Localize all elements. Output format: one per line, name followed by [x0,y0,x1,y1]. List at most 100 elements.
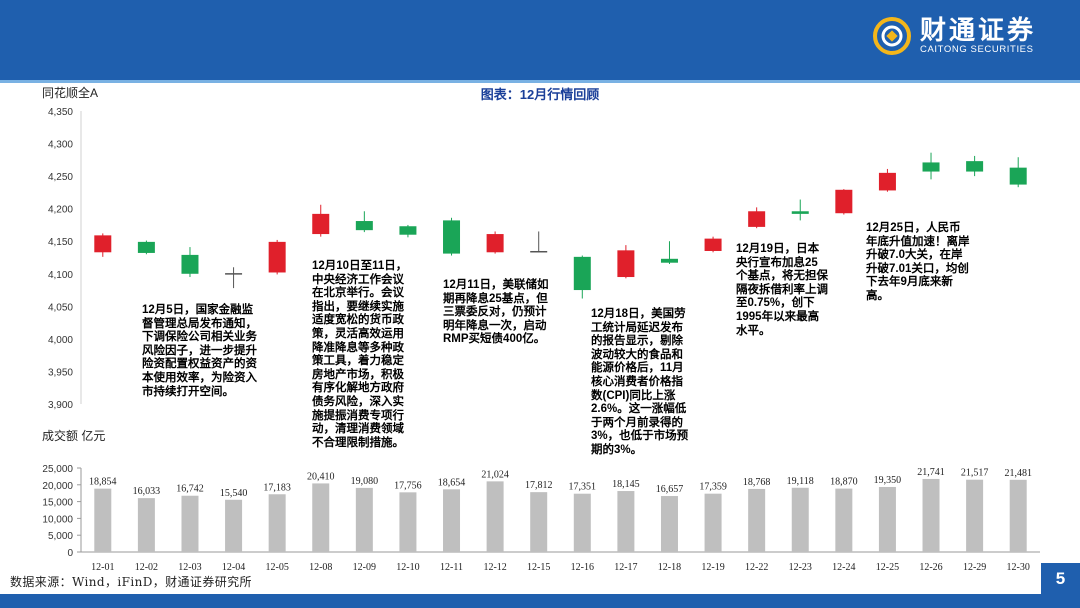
volume-bar [617,491,635,552]
annotation-dec25: 12月25日，人民币年底升值加速！离岸升破7.0大关，在岸升破7.01关口，均创… [866,222,972,304]
candle-body [704,238,722,251]
x-tick-label: 12-26 [919,562,942,573]
volume-bar [1009,479,1027,552]
x-tick-label: 12-09 [353,562,376,573]
volume-value-label: 17,359 [699,482,727,493]
x-tick-label: 12-24 [832,562,855,573]
candle-body [486,234,504,253]
candle-body [181,254,199,274]
annotation-dec11: 12月11日，美联储如期再降息25基点，但三票委反对，仍预计明年降息一次，启动R… [443,279,549,347]
volume-value-label: 17,351 [569,482,597,493]
candle-body [137,241,155,253]
volume-bar [791,487,809,552]
volume-bar [704,493,722,552]
volume-bar [225,499,243,552]
candle-body [748,211,766,227]
candle-body [878,172,896,191]
annotation-dec10-11: 12月10日至11日，中央经济工作会议在北京举行。会议指出，要继续实施适度宽松的… [312,260,408,451]
volume-value-label: 16,657 [656,484,684,495]
volume-bar [443,489,461,552]
candle-body [617,250,635,278]
candle-body [573,256,591,291]
volume-value-label: 21,481 [1004,468,1032,479]
volume-y-tick-label: 25,000 [42,464,73,475]
x-tick-label: 12-10 [396,562,419,573]
volume-value-label: 19,118 [787,476,814,487]
volume-value-label: 21,517 [961,468,989,479]
x-tick-label: 12-19 [701,562,724,573]
x-tick-label: 12-18 [658,562,681,573]
volume-y-tick-label: 10,000 [42,514,73,525]
index-y-tick-label: 4,100 [48,270,73,281]
candle-body [1009,167,1027,185]
volume-value-label: 17,812 [525,480,553,491]
volume-value-label: 17,756 [394,480,422,491]
volume-bar [312,483,330,552]
volume-y-tick-label: 5,000 [48,531,73,542]
data-source: 数据来源：Wind，iFinD，财通证券研究所 [10,575,252,589]
volume-value-label: 19,080 [351,476,379,487]
index-y-tick-label: 3,950 [48,367,73,378]
index-y-tick-label: 4,150 [48,237,73,248]
x-tick-label: 12-23 [789,562,812,573]
x-tick-label: 12-12 [483,562,506,573]
volume-axis-title: 成交额 亿元 [42,429,106,443]
brand-name-en: CAITONG SECURITIES [920,44,1034,55]
volume-value-label: 21,024 [481,469,509,480]
volume-value-label: 18,145 [612,479,640,490]
candle-body [312,213,330,235]
volume-value-label: 18,870 [830,477,858,488]
index-y-tick-label: 4,000 [48,335,73,346]
volume-bar [922,478,940,552]
candle-body [966,161,984,172]
x-tick-label: 12-08 [309,562,332,573]
x-tick-label: 12-22 [745,562,768,573]
x-tick-label: 12-04 [222,562,245,573]
x-tick-label: 12-01 [91,562,114,573]
volume-value-label: 16,742 [176,484,204,495]
volume-bar [966,479,984,552]
x-tick-label: 12-15 [527,562,550,573]
candle-body [835,189,853,214]
annotation-dec18: 12月18日，美国劳工统计局延迟发布的报告显示，剔除波动较大的食品和能源价格后，… [591,308,691,458]
index-y-tick-label: 4,300 [48,140,73,151]
volume-value-label: 17,183 [263,482,291,493]
index-y-tick-label: 4,250 [48,172,73,183]
volume-bar [137,498,155,552]
volume-bar [486,481,504,552]
index-axis-title: 同花顺全A [42,86,99,100]
index-y-tick-label: 4,350 [48,107,73,118]
index-y-tick-label: 3,900 [48,400,73,411]
x-tick-label: 12-29 [963,562,986,573]
x-tick-label: 12-05 [265,562,288,573]
page-number: 5 [1041,563,1080,594]
volume-bar [573,493,591,552]
candle-body [922,162,940,172]
caitong-emblem-icon [873,17,911,55]
volume-bar [355,487,373,552]
candle-body [443,220,461,254]
volume-bar [530,492,548,552]
volume-value-label: 15,540 [220,488,248,499]
candle-body [791,211,809,214]
candle-body [660,258,678,263]
volume-value-label: 19,350 [874,475,902,486]
x-tick-label: 12-02 [135,562,158,573]
volume-value-label: 21,741 [917,467,945,478]
footer-bar [0,594,1080,608]
x-tick-label: 12-11 [440,562,463,573]
candle-body [399,226,417,235]
volume-value-label: 16,033 [133,486,161,497]
volume-bar [878,486,896,552]
candle-body [355,221,373,231]
volume-value-label: 20,410 [307,471,335,482]
volume-bar [399,492,417,552]
volume-value-label: 18,654 [438,477,466,488]
volume-bar [94,488,112,552]
index-y-tick-label: 4,050 [48,302,73,313]
x-tick-label: 12-30 [1007,562,1030,573]
x-tick-label: 12-16 [571,562,594,573]
annotation-dec05: 12月5日，国家金融监督管理总局发布通知，下调保险公司相关业务风险因子，进一步提… [142,304,264,400]
x-tick-label: 12-03 [178,562,201,573]
